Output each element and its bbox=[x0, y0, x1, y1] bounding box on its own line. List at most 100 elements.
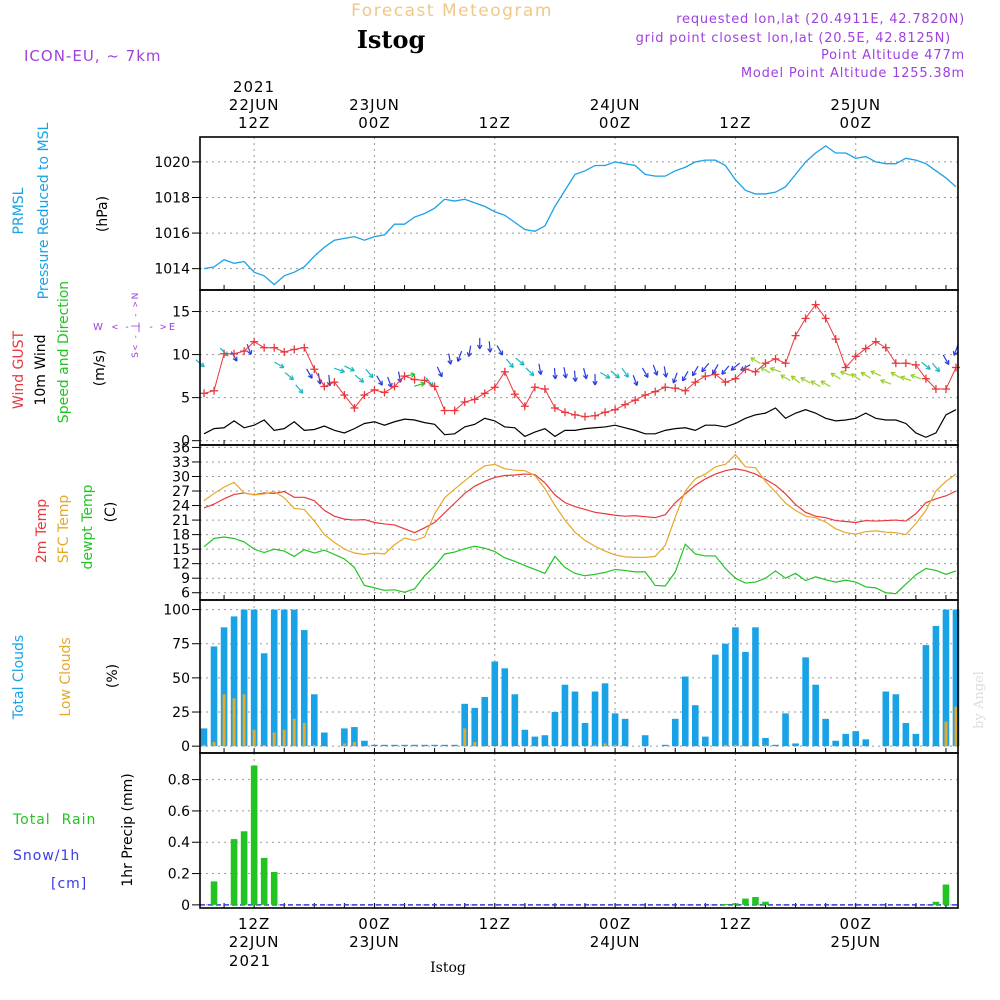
time-label-bottom-date: 24JUN bbox=[590, 933, 641, 951]
temp-dewpt-line bbox=[203, 536, 957, 595]
snow-unit-label: [cm] bbox=[51, 876, 87, 892]
wind-gust-label: Wind GUST bbox=[11, 330, 27, 409]
wind-gust-marker bbox=[490, 383, 499, 392]
ytick-label: 5 bbox=[181, 391, 190, 407]
rain-bar bbox=[742, 898, 749, 905]
total-clouds-bar bbox=[401, 744, 408, 747]
wind-gust-marker bbox=[641, 391, 650, 400]
wind-gust-marker bbox=[751, 367, 760, 376]
wind-direction-arrow bbox=[487, 341, 493, 353]
ytick-label: 0.8 bbox=[168, 773, 190, 789]
ytick-label: 0.6 bbox=[168, 804, 190, 820]
year-label-bottom: 2021 bbox=[229, 952, 271, 970]
low-clouds-bar bbox=[954, 706, 958, 747]
wind-gust-line bbox=[203, 303, 957, 418]
total-clouds-bar bbox=[461, 703, 468, 747]
total-clouds-bar bbox=[210, 646, 218, 747]
wind-direction-arrow bbox=[582, 368, 589, 380]
total-clouds-bar bbox=[692, 705, 699, 747]
wind-gust-marker bbox=[390, 382, 399, 391]
rain-bar bbox=[210, 881, 218, 905]
ytick-label: 27 bbox=[172, 484, 190, 500]
time-label-top-date: 23JUN bbox=[349, 96, 400, 114]
wind-direction-arrow bbox=[592, 374, 598, 386]
total-clouds-bar bbox=[912, 733, 920, 747]
wind-gust-marker bbox=[671, 384, 680, 393]
ytick-label: 21 bbox=[172, 513, 190, 529]
wind-gust-marker bbox=[480, 389, 489, 398]
time-label-bottom-hour: 12Z bbox=[719, 915, 751, 933]
wind-gust-marker bbox=[591, 411, 600, 420]
wind-gust-marker bbox=[370, 385, 379, 394]
wind-gust-marker bbox=[560, 408, 569, 417]
compass-glyph-horizontal: < - | - > bbox=[112, 322, 166, 333]
total-clouds-bar bbox=[712, 654, 719, 747]
total-clouds-bar bbox=[200, 728, 208, 747]
wind-gust-marker bbox=[781, 359, 790, 368]
wind-direction-arrow bbox=[344, 365, 355, 372]
wind-direction-arrow bbox=[800, 377, 811, 384]
total-clouds-bar bbox=[822, 718, 829, 747]
wind-direction-arrow bbox=[246, 344, 253, 356]
compass-north: N bbox=[131, 293, 141, 300]
pressure-line bbox=[203, 145, 957, 286]
total-clouds-bar bbox=[351, 727, 358, 747]
pressure-label-line2: Pressure Reduced to MSL bbox=[36, 122, 52, 299]
location-title: Istog bbox=[357, 25, 426, 54]
total-clouds-bar bbox=[300, 630, 308, 747]
wind-direction-arrow bbox=[610, 370, 620, 379]
total-clouds-bar bbox=[862, 739, 870, 747]
total-clouds-bar bbox=[611, 713, 619, 747]
ytick-label: 36 bbox=[172, 440, 190, 456]
temp-dewpt-label: dewpt Temp bbox=[80, 484, 96, 569]
ytick-label: 15 bbox=[172, 542, 190, 558]
wind-direction-arrow bbox=[600, 371, 611, 379]
total-clouds-bar bbox=[792, 743, 799, 747]
total-clouds-bar bbox=[892, 694, 900, 747]
wind-gust-marker bbox=[360, 391, 369, 400]
wind-gust-marker bbox=[701, 372, 710, 381]
time-label-bottom-date: 25JUN bbox=[830, 933, 881, 951]
rain-bar bbox=[270, 871, 278, 905]
panel-pressure: 1014 1016 1018 1020 bbox=[154, 136, 959, 291]
wind-gust-marker bbox=[380, 388, 389, 397]
rain-bar bbox=[732, 903, 739, 905]
low-clouds-bar bbox=[723, 744, 727, 747]
wind-gust-marker bbox=[300, 343, 309, 352]
time-label-top-hour: 12Z bbox=[479, 114, 511, 132]
rain-bar bbox=[250, 765, 258, 905]
rain-bar bbox=[240, 831, 248, 905]
wind-compass-rose-icon: N < - | - > S W < - | - > E bbox=[93, 293, 175, 358]
ytick-label: 24 bbox=[172, 499, 190, 515]
model-name: ICON-EU, ~ 7km bbox=[24, 47, 162, 65]
total-clouds-bar bbox=[732, 627, 739, 747]
low-clouds-bar bbox=[944, 721, 948, 747]
low-clouds-bar bbox=[292, 718, 296, 747]
rain-bar bbox=[942, 884, 950, 905]
total-clouds-bar bbox=[621, 718, 629, 747]
time-label-bottom-hour: 00Z bbox=[358, 915, 390, 933]
wind-gust-marker bbox=[570, 410, 579, 419]
wind-gust-marker bbox=[661, 383, 670, 392]
panel-frame bbox=[199, 752, 959, 909]
wind-gust-marker bbox=[771, 354, 780, 363]
total-clouds-bar bbox=[391, 744, 398, 747]
wind-gust-marker bbox=[290, 345, 299, 354]
total-clouds-bar bbox=[220, 627, 228, 747]
wind-gust-marker bbox=[520, 402, 529, 411]
ytick-label: 12 bbox=[172, 557, 190, 573]
model-point-altitude: Model Point Altitude 1255.38m bbox=[741, 66, 965, 81]
wind-direction-arrow bbox=[505, 358, 514, 368]
wind-gust-marker bbox=[721, 378, 730, 387]
wind-gust-marker bbox=[270, 343, 279, 352]
ytick-label: 30 bbox=[172, 469, 190, 485]
total-clouds-bar bbox=[541, 735, 549, 747]
panel-clouds: 0 25 50 75 100 bbox=[163, 599, 960, 755]
panel-wind: 0 5 10 15 bbox=[172, 289, 960, 450]
total-clouds-bar bbox=[772, 744, 779, 747]
ytick-label: 0 bbox=[181, 898, 190, 914]
wind-direction-arrow bbox=[900, 375, 912, 382]
ytick-label: 10 bbox=[172, 348, 190, 364]
low-clouds-bar bbox=[463, 728, 467, 747]
